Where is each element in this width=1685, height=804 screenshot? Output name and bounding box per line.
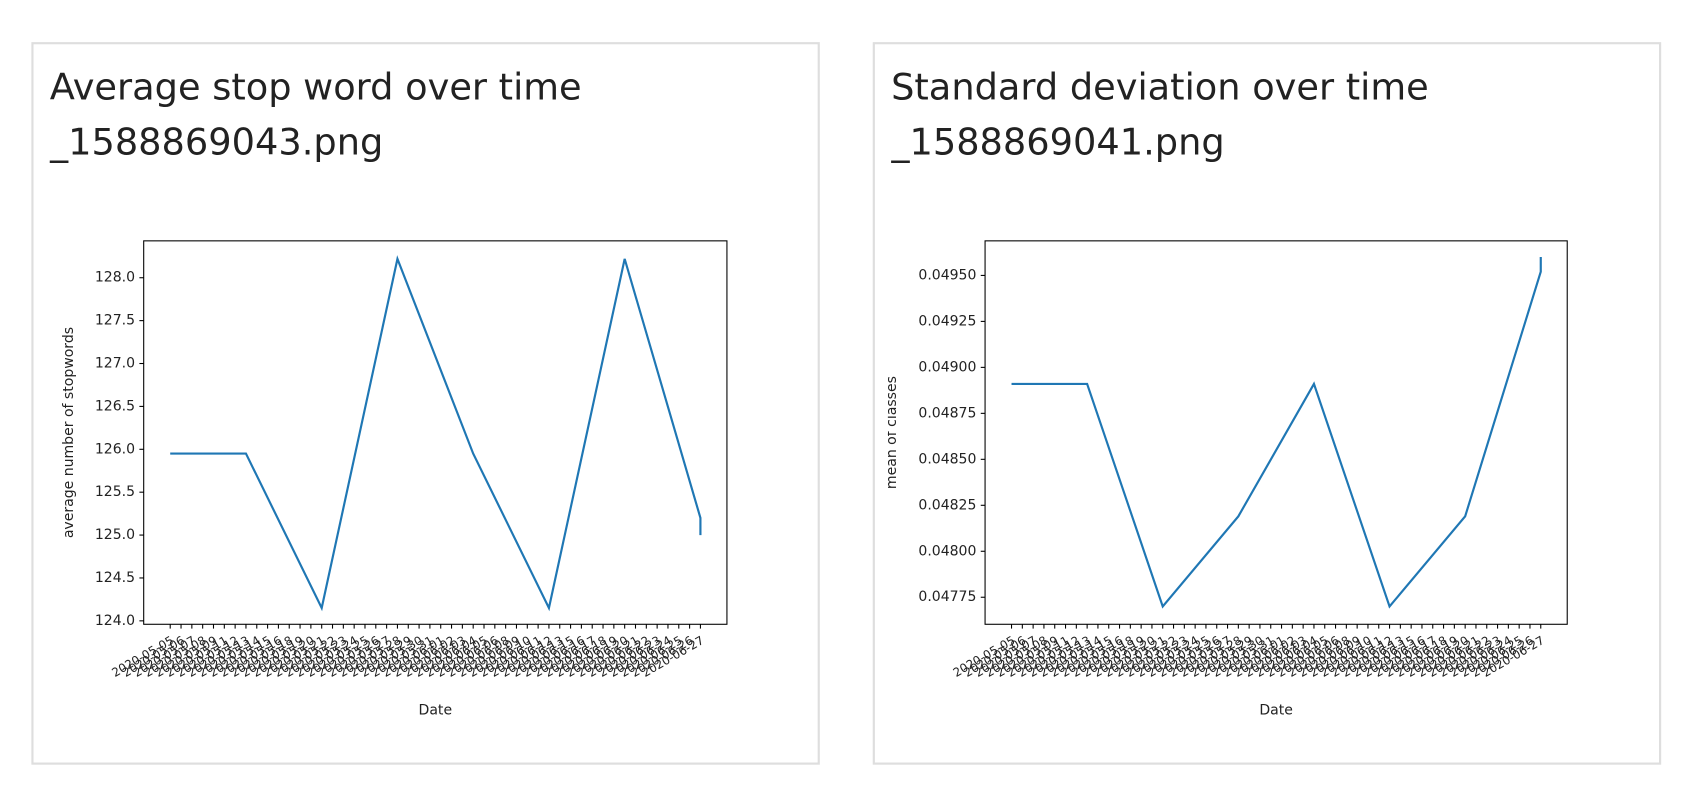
y-tick-label: 126.5 <box>95 398 135 414</box>
card-title-box: Average stop word over time _1588869043.… <box>49 65 582 165</box>
y-tick-label: 0.04950 <box>918 267 976 283</box>
chart: 124.0 124.5 125.0 125.5 126.0 126.5 127.0 127.5… <box>61 240 728 719</box>
y-tick-label: 0.04775 <box>918 589 976 605</box>
x-axis-label: Date <box>419 703 453 719</box>
plot-frame <box>984 240 1568 625</box>
y-tick-label: 0.04875 <box>918 405 976 421</box>
y-tick-label: 124.0 <box>95 613 135 629</box>
y-tick-label: 0.04800 <box>918 543 976 559</box>
y-tick-label: 127.5 <box>95 313 135 329</box>
card-title: Standard deviation over time _1588869041… <box>891 65 1429 165</box>
y-tick-label: 0.04850 <box>918 451 976 467</box>
y-tick-label: 0.04825 <box>918 497 976 513</box>
x-axis-label: Date <box>1259 703 1293 719</box>
y-tick-label: 124.5 <box>95 570 135 586</box>
y-tick-label: 0.04925 <box>918 313 976 329</box>
y-axis-label: mean of classes <box>884 376 900 489</box>
y-tick-label: 128.0 <box>95 270 135 286</box>
y-tick-label: 0.04900 <box>918 359 976 375</box>
y-tick-label: 127.0 <box>95 356 135 372</box>
card <box>872 42 1662 765</box>
card-title-box: Standard deviation over time _1588869041… <box>891 65 1429 165</box>
card-title: Average stop word over time _1588869043.… <box>49 65 582 165</box>
data-line <box>1011 257 1542 609</box>
chart: 0.04775 0.04800 0.04825 0.04850 0.04875 0.049… <box>884 240 1568 719</box>
y-axis-label: average number of stopwords <box>61 327 77 538</box>
plot-frame <box>143 240 728 625</box>
data-line <box>170 255 702 612</box>
card <box>31 42 820 765</box>
y-tick-label: 125.0 <box>95 527 135 543</box>
y-tick-label: 125.5 <box>95 484 135 500</box>
y-tick-label: 126.0 <box>95 441 135 457</box>
